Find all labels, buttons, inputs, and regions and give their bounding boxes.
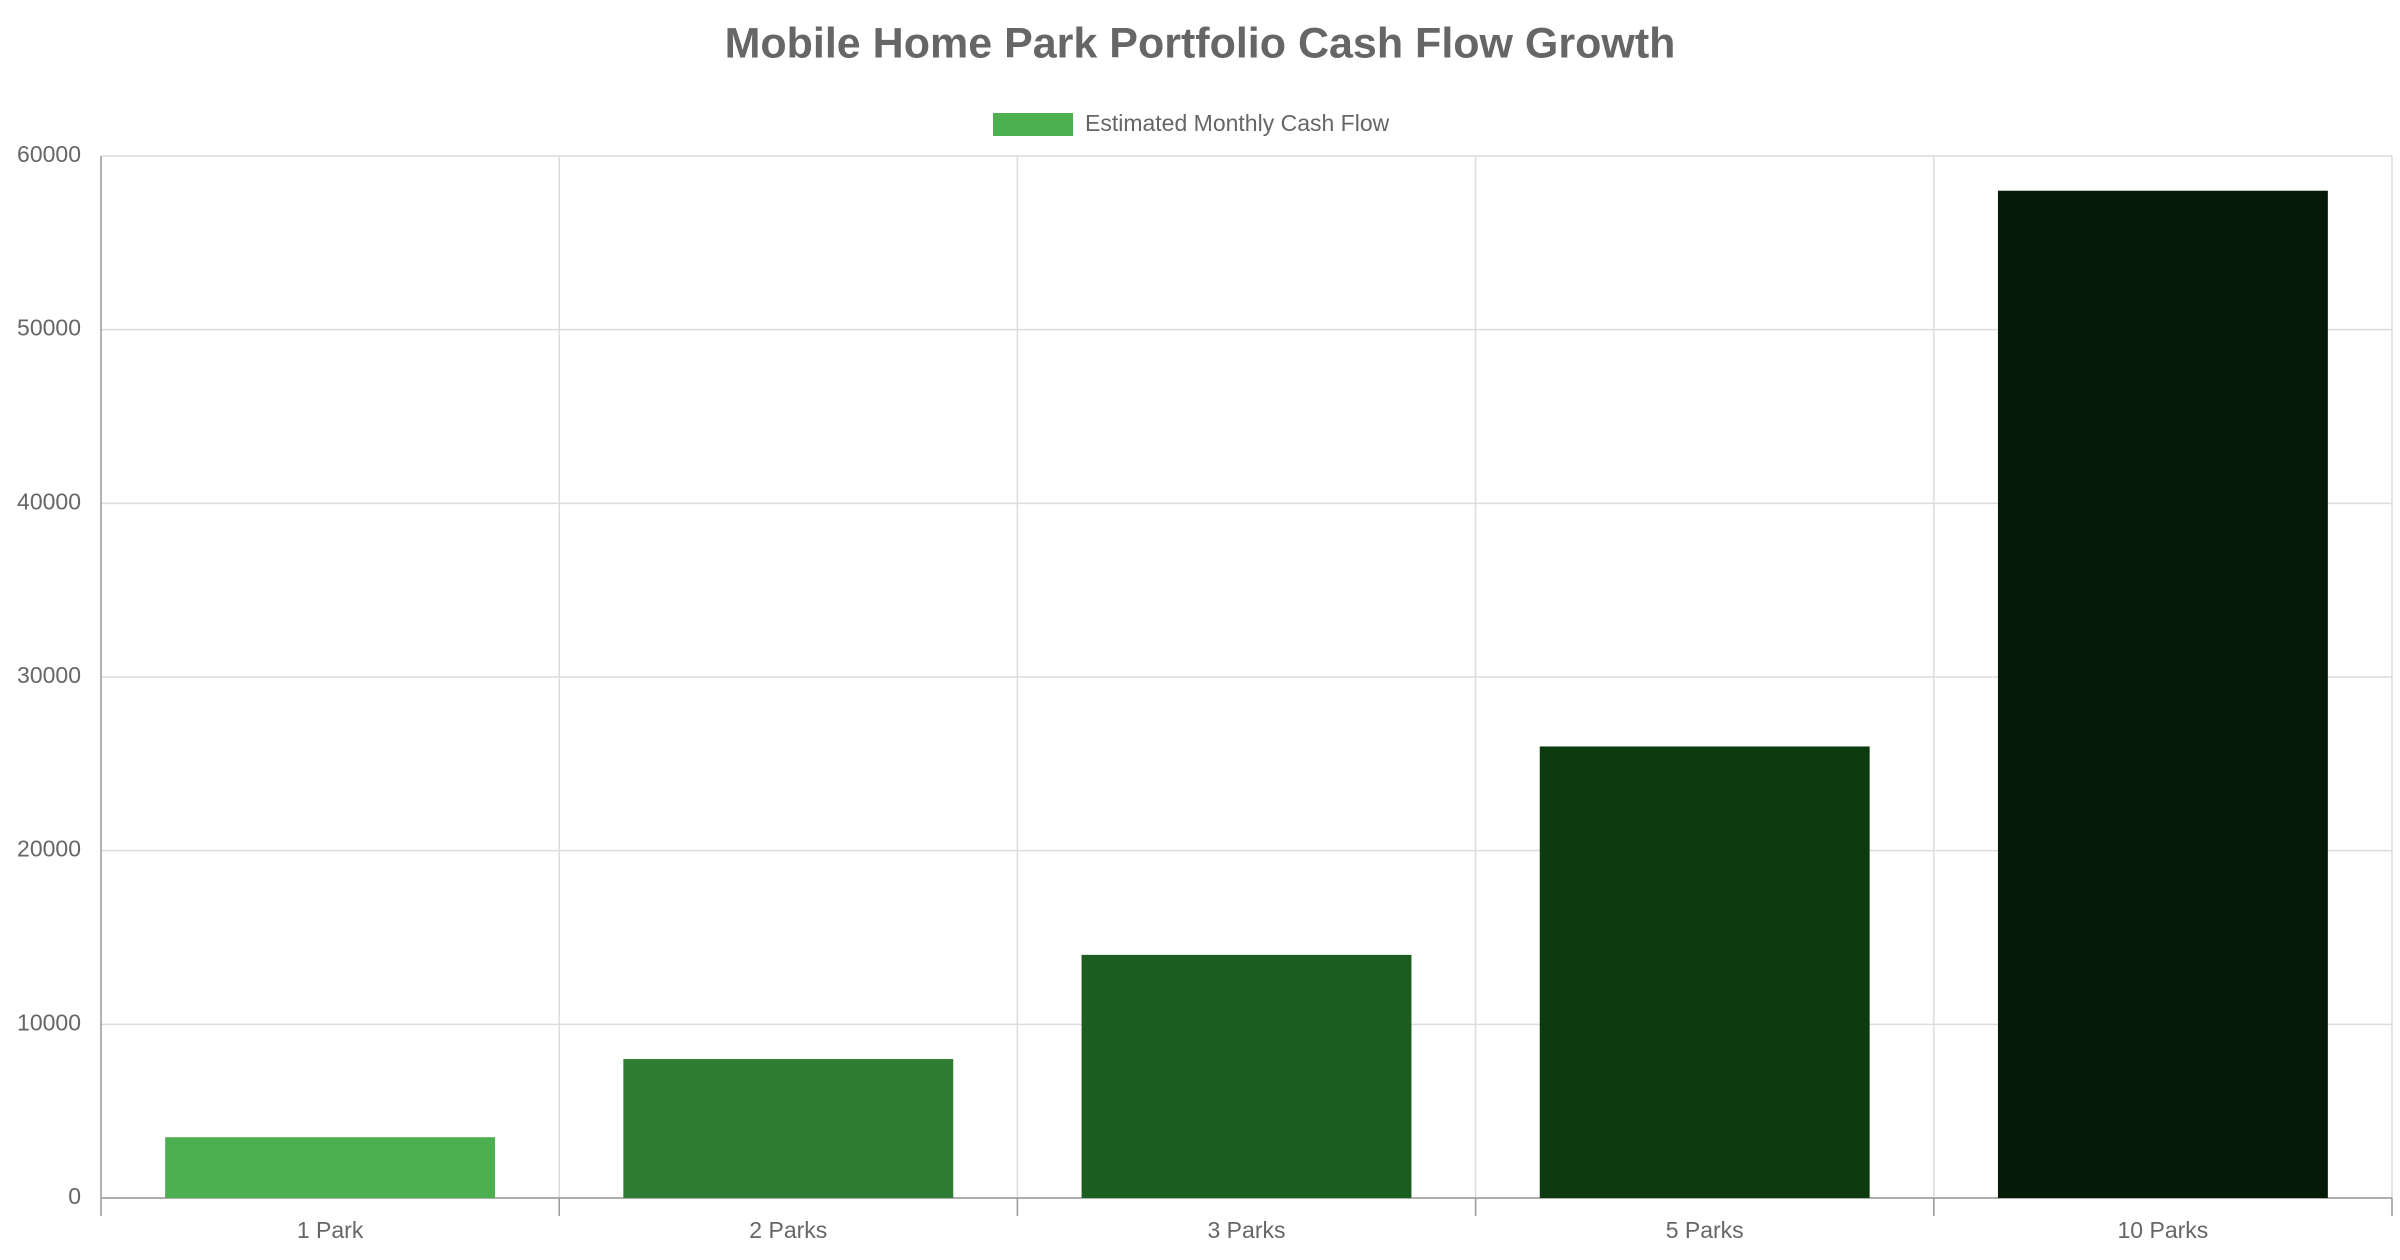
y-tick-label: 30000 [17, 662, 81, 688]
y-tick-label: 0 [68, 1183, 81, 1209]
x-tick-label: 3 Parks [1208, 1217, 1286, 1243]
x-tick-label: 1 Park [297, 1217, 364, 1243]
y-tick-label: 20000 [17, 836, 81, 862]
x-tick-label: 10 Parks [2118, 1217, 2209, 1243]
bar [1081, 954, 1412, 1198]
x-tick-label: 2 Parks [749, 1217, 827, 1243]
legend-swatch [993, 113, 1073, 136]
y-tick-label: 60000 [17, 141, 81, 167]
bar [1997, 190, 2328, 1198]
chart-title: Mobile Home Park Portfolio Cash Flow Gro… [725, 19, 1676, 67]
y-tick-label: 10000 [17, 1009, 81, 1035]
bar [1539, 746, 1870, 1198]
y-tick-label: 40000 [17, 488, 81, 514]
legend-label: Estimated Monthly Cash Flow [1085, 110, 1390, 136]
bar [623, 1059, 954, 1198]
x-tick-label: 5 Parks [1666, 1217, 1744, 1243]
y-tick-label: 50000 [17, 315, 81, 341]
bar [165, 1137, 496, 1198]
